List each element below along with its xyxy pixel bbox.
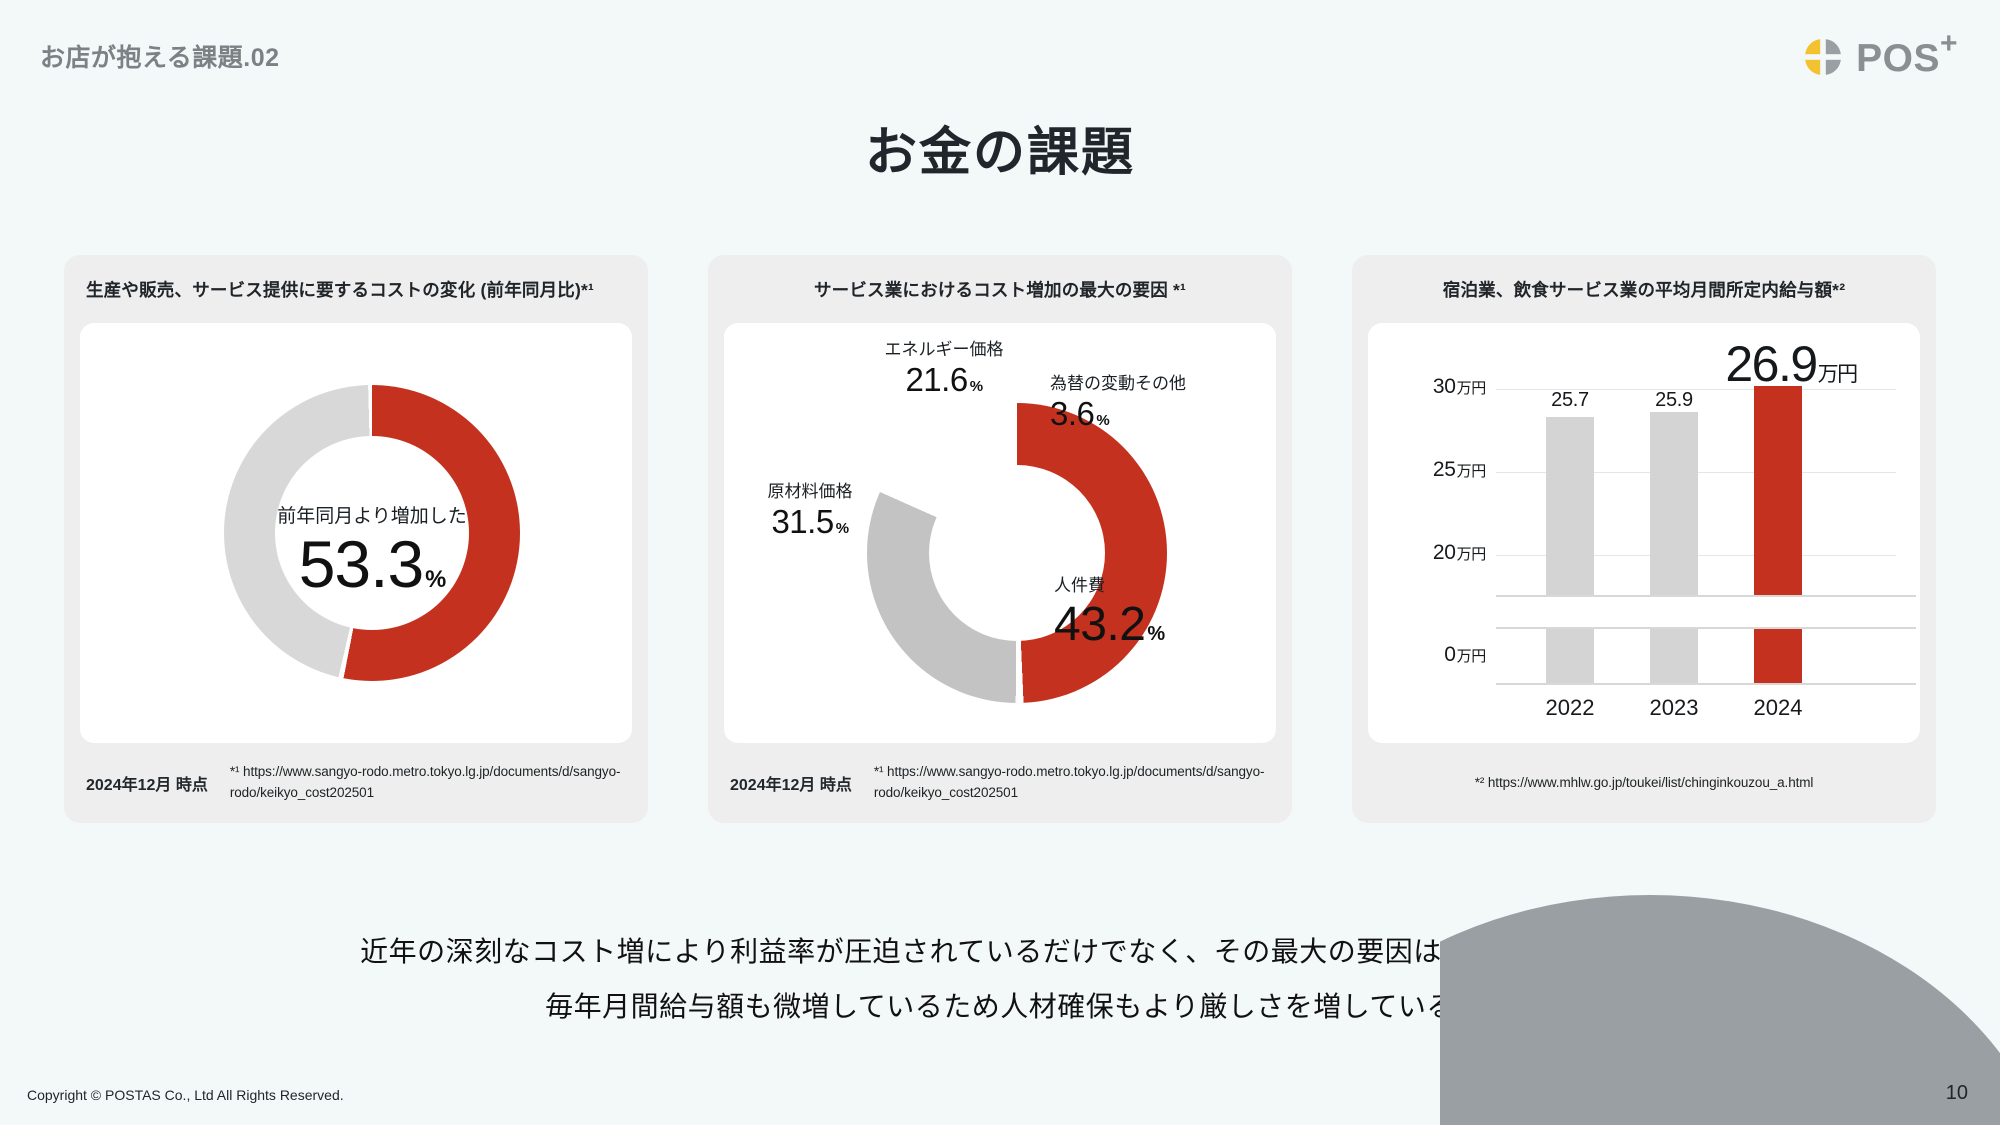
- label-value: 3.6%: [1050, 395, 1110, 433]
- posplus-logo-icon: [1803, 37, 1843, 77]
- card-title: 生産や販売、サービス提供に要するコストの変化 (前年同月比)*¹: [86, 279, 595, 300]
- x-tick-2024: 2024: [1753, 695, 1803, 720]
- section-tag: お店が抱える課題.02: [40, 44, 280, 72]
- axis-break-line-lower: [1496, 627, 1916, 629]
- corner-decoration: [1440, 895, 2000, 1125]
- x-tick-2023: 2023: [1649, 695, 1699, 720]
- y-tick-0: 0万円: [1444, 643, 1486, 666]
- donut-label-labor: 人件費 43.2%: [1054, 575, 1254, 654]
- bar-2024: [1754, 386, 1802, 683]
- x-tick-2022: 2022: [1545, 695, 1595, 720]
- percent-unit: %: [425, 566, 446, 593]
- logo-wordmark: POS+: [1856, 27, 1958, 80]
- y-tick-25: 25万円: [1432, 458, 1486, 481]
- bar-value-unit: 万円: [1817, 363, 1859, 386]
- card-cost-factors: サービス業におけるコスト増加の最大の要因 *¹ エネルギー価格 21.6% 為替…: [708, 255, 1292, 823]
- donut-label-energy: エネルギー価格 21.6%: [844, 339, 1044, 400]
- logo-plus-glyph: +: [1939, 27, 1958, 60]
- label-value: 31.5%: [771, 503, 849, 541]
- card-source-url: *² https://www.mhlw.go.jp/toukei/list/ch…: [1474, 774, 1814, 790]
- card-average-salary: 宿泊業、飲食サービス業の平均月間所定内給与額*² 30万円 25万円 20万円 …: [1352, 255, 1936, 823]
- axis-break-gap: [1496, 597, 1916, 627]
- bar-2022: [1546, 417, 1594, 683]
- card-cost-change: 生産や販売、サービス提供に要するコストの変化 (前年同月比)*¹ 前年同月より増…: [64, 255, 648, 823]
- donut-center-caption: 前年同月より増加した: [277, 506, 467, 527]
- axis-baseline: [1496, 683, 1916, 685]
- card-body-donut-2: エネルギー価格 21.6% 為替の変動その他 3.6% 原材料価格 31.5% …: [724, 323, 1276, 743]
- summary-text: 近年の深刻なコスト増により利益率が圧迫されているだけでなく、その最大の要因は人件…: [0, 925, 2000, 1034]
- y-tick-30: 30万円: [1432, 375, 1486, 398]
- axis-break-line-upper: [1496, 595, 1916, 597]
- page-title: お金の課題: [864, 124, 1135, 182]
- donut-center-value: 53.3%: [298, 527, 447, 601]
- summary-line-1: 近年の深刻なコスト増により利益率が圧迫されているだけでなく、その最大の要因は人件…: [360, 936, 1640, 967]
- label-name: エネルギー価格: [884, 340, 1004, 359]
- card-date: 2024年12月 時点: [86, 777, 208, 794]
- bar-value-2023: 25.9: [1655, 389, 1693, 411]
- card-source-url: *¹ https://www.sangyo-rodo.metro.tokyo.l…: [873, 764, 1265, 800]
- card-footer: 2024年12月 時点 *¹ https://www.sangyo-rodo.m…: [64, 743, 648, 823]
- label-value: 21.6%: [905, 361, 983, 399]
- card-body-donut-1: 前年同月より増加した 53.3%: [80, 323, 632, 743]
- card-date: 2024年12月 時点: [730, 777, 852, 794]
- donut-hole: [275, 436, 469, 630]
- card-body-bar-chart: 30万円 25万円 20万円 0万円 25.7 25.9: [1368, 323, 1920, 743]
- card-title: サービス業におけるコスト増加の最大の要因 *¹: [813, 279, 1187, 300]
- bar-chart-average-salary: 30万円 25万円 20万円 0万円 25.7 25.9: [1368, 323, 1920, 743]
- bar-value-2024: 26.9万円: [1725, 336, 1859, 392]
- copyright-text: Copyright © POSTAS Co., Ltd All Rights R…: [27, 1087, 344, 1103]
- bar-value-2022: 25.7: [1551, 389, 1589, 411]
- donut-label-materials: 原材料価格 31.5%: [730, 481, 890, 542]
- cards-row: 生産や販売、サービス提供に要するコストの変化 (前年同月比)*¹ 前年同月より増…: [64, 255, 1936, 823]
- donut-hole: [929, 465, 1105, 641]
- card-footer: *² https://www.mhlw.go.jp/toukei/list/ch…: [1352, 743, 1936, 823]
- label-name: 為替の変動その他: [1050, 374, 1186, 393]
- card-title: 宿泊業、飲食サービス業の平均月間所定内給与額*²: [1442, 279, 1846, 300]
- summary-line-2: 毎年月間給与額も微増しているため人材確保もより厳しさを増している: [545, 990, 1455, 1022]
- y-tick-20: 20万円: [1432, 541, 1486, 564]
- donut-label-fx: 為替の変動その他 3.6%: [1050, 373, 1240, 434]
- bar-2023: [1650, 412, 1698, 683]
- card-source-url: *¹ https://www.sangyo-rodo.metro.tokyo.l…: [229, 764, 621, 800]
- card-footer: 2024年12月 時点 *¹ https://www.sangyo-rodo.m…: [708, 743, 1292, 823]
- page-number: 10: [1945, 1082, 1968, 1104]
- label-name: 人件費: [1054, 576, 1105, 595]
- corner-shape: [1440, 895, 2000, 1125]
- label-name: 原材料価格: [767, 482, 853, 501]
- brand-logo: POS+: [1803, 27, 1958, 80]
- gridline-30: [1496, 389, 1896, 390]
- label-value: 43.2%: [1054, 598, 1165, 652]
